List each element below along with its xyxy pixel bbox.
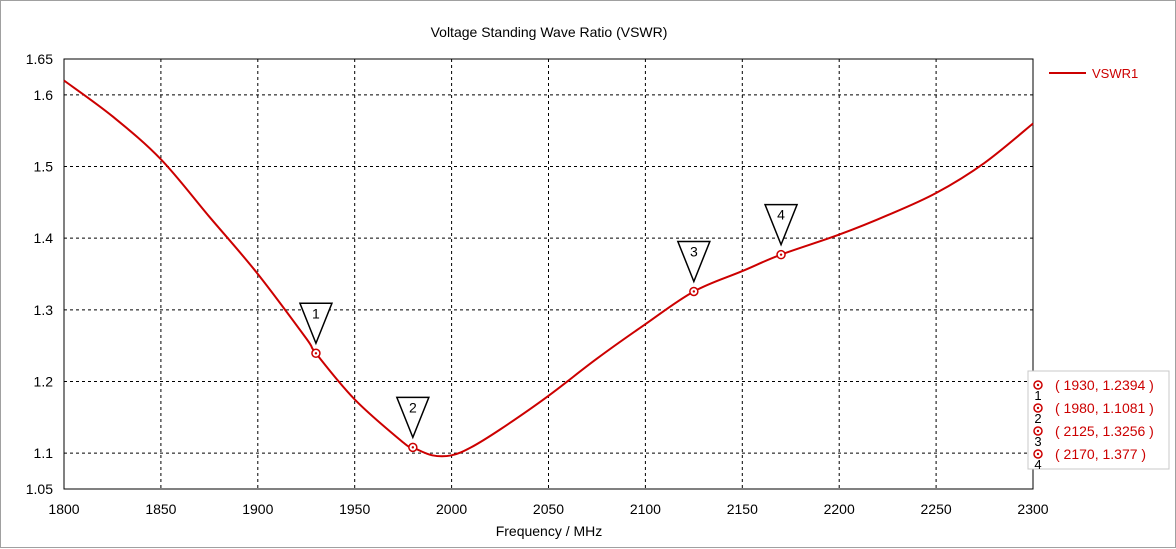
marker-callout-label: 4 [777,207,785,223]
marker-2: 2 [395,396,430,453]
marker-point-center [314,352,318,355]
x-tick-2300: 2300 [1017,501,1048,517]
y-tick-1.5: 1.5 [34,159,54,175]
marker-point-center [779,253,783,256]
readout-row-3: 3 ( 2125, 1.3256 ) [1033,423,1154,449]
y-tick-1.65: 1.65 [26,51,53,67]
readout-marker-icon-center [1036,406,1040,410]
readout-marker-icon-center [1036,452,1040,456]
readout-row-2: 2 ( 1980, 1.1081 ) [1033,400,1154,426]
readout-value: ( 2170, 1.377 ) [1055,446,1146,462]
readout-box [1027,370,1170,470]
y-tick-1.6: 1.6 [34,87,54,103]
marker-callout-label: 1 [312,305,320,321]
marker-3: 3 [676,240,711,297]
readout-marker-id: 4 [1034,457,1041,472]
chart-title: Voltage Standing Wave Ratio (VSWR) [431,24,668,40]
readout-marker-id: 3 [1034,434,1041,449]
x-tick-1800: 1800 [48,501,79,517]
readout-row-1: 1 ( 1930, 1.2394 ) [1033,377,1154,403]
marker-point-center [692,290,696,293]
marker-callout-label: 2 [409,399,417,415]
readout-value: ( 2125, 1.3256 ) [1055,423,1154,439]
x-tick-1900: 1900 [242,501,273,517]
readout-marker-id: 2 [1034,411,1041,426]
readout-row-4: 4 ( 2170, 1.377 ) [1033,446,1146,472]
marker-callout-triangle [395,396,430,440]
marker-callout-triangle [298,302,334,346]
legend-label-vswr1: VSWR1 [1092,66,1138,81]
y-tick-1.1: 1.1 [34,445,54,461]
x-tick-2050: 2050 [533,501,564,517]
readout-marker-icon-center [1036,383,1040,387]
y-tick-1.4: 1.4 [34,230,54,246]
readout-value: ( 1980, 1.1081 ) [1055,400,1154,416]
x-tick-1850: 1850 [145,501,176,517]
x-axis-label: Frequency / MHz [496,523,603,539]
y-tick-labels: 1.05 1.1 1.2 1.3 1.4 1.5 1.6 1.65 [26,51,53,497]
readout-marker-icon-center [1036,429,1040,433]
x-tick-2250: 2250 [921,501,952,517]
marker-callout-label: 3 [690,243,698,259]
series-line-vswr1 [63,79,1034,458]
y-tick-1.3: 1.3 [34,302,54,318]
readout-marker-id: 1 [1034,388,1041,403]
x-tick-2100: 2100 [630,501,661,517]
x-tick-2150: 2150 [727,501,758,517]
marker-callout-triangle [676,240,711,284]
y-tick-1.05: 1.05 [26,481,53,497]
legend: VSWR1 [1049,66,1138,81]
marker-4: 4 [763,203,799,260]
marker-point-center [411,446,415,449]
marker-callout-triangle [763,203,799,247]
x-tick-2200: 2200 [824,501,855,517]
markers-group: 1 2 3 4 [298,203,799,453]
x-tick-1950: 1950 [339,501,370,517]
x-tick-labels: 1800 1850 1900 1950 2000 2050 2100 2150 2200 2250… [48,501,1048,517]
plot-area-border [63,58,1034,490]
marker-readout-list: 1 ( 1930, 1.2394 ) 2 ( 1980, 1.1081 ) 3 ( 212… [1027,370,1170,472]
marker-1: 1 [298,302,334,359]
y-tick-1.2: 1.2 [34,374,54,390]
readout-value: ( 1930, 1.2394 ) [1055,377,1154,393]
x-tick-2000: 2000 [436,501,467,517]
grid-lines [64,59,1033,489]
